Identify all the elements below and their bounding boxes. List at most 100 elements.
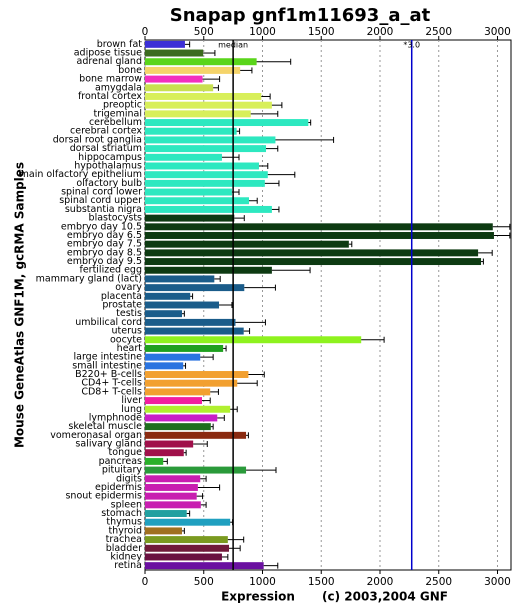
category-label: vomeronasal organ: [50, 430, 142, 441]
category-label: adrenal gland: [77, 56, 142, 67]
bar: [145, 405, 231, 413]
category-label: skeletal muscle: [68, 421, 142, 432]
bar: [145, 544, 230, 552]
bar: [145, 483, 198, 491]
bar: [145, 336, 362, 344]
bar: [145, 536, 228, 544]
category-label: CD8+ T-cells: [81, 386, 142, 397]
category-label: substantia nigra: [65, 204, 142, 215]
category-label: hippocampus: [78, 152, 142, 163]
category-label: oocyte: [110, 334, 142, 345]
bar: [145, 423, 211, 431]
category-label: dorsal striatum: [70, 143, 142, 154]
category-label: ovary: [115, 282, 142, 293]
bar: [145, 58, 257, 66]
category-label: lung: [121, 404, 142, 415]
bar: [145, 258, 482, 266]
bar: [145, 205, 272, 213]
category-label: snout epidermis: [65, 491, 142, 502]
bar: [145, 310, 183, 318]
x-tick-label-top: 1000: [249, 26, 276, 38]
category-label: digits: [116, 473, 142, 484]
category-label: fertilized egg: [79, 265, 142, 276]
category-label: embryo day 9.5: [67, 256, 142, 267]
x-tick-label: 2000: [367, 576, 394, 588]
x-tick-label-top: 3000: [484, 26, 511, 38]
bar: [145, 223, 493, 231]
category-label: spinal cord upper: [59, 195, 142, 206]
category-label: cerebral cortex: [70, 126, 142, 137]
category-label: bone marrow: [79, 74, 142, 85]
bar: [145, 49, 204, 57]
category-label: preoptic: [103, 100, 142, 111]
bar: [145, 179, 265, 187]
bar: [145, 136, 276, 144]
category-label: hypothalamus: [74, 160, 142, 171]
x-tick-label-top: 2500: [425, 26, 452, 38]
category-label: testis: [116, 308, 142, 319]
bar: [145, 457, 164, 465]
category-label: kidney: [110, 551, 142, 562]
category-label: spinal cord lower: [61, 187, 142, 198]
bar: [145, 371, 249, 378]
chart-title: Snapap gnf1m11693_a_at: [170, 5, 431, 26]
category-label: frontal cortex: [78, 91, 142, 102]
bar: [145, 232, 494, 239]
bar: [145, 110, 251, 118]
bar: [145, 475, 201, 483]
category-label: thyroid: [108, 525, 142, 536]
category-label: embryo day 10.5: [61, 221, 142, 232]
copyright: (c) 2003,2004 GNF: [322, 590, 448, 604]
bar: [145, 197, 249, 205]
category-label: salivary gland: [75, 439, 142, 450]
bar: [145, 292, 191, 300]
x-tick-label-top: 1500: [308, 26, 335, 38]
category-label: embryo day 8.5: [67, 247, 142, 258]
category-label: prostate: [102, 300, 142, 311]
x-tick-label: 1000: [249, 576, 276, 588]
x-tick-label-top: 500: [194, 26, 214, 38]
bar: [145, 240, 349, 248]
category-label: pancreas: [99, 456, 142, 467]
category-label: tongue: [109, 447, 143, 458]
bar: [145, 327, 244, 335]
x-tick-label: 500: [194, 576, 214, 588]
x-tick-label: 3000: [484, 576, 511, 588]
category-label: adipose tissue: [74, 48, 142, 59]
category-label: umbilical cord: [75, 317, 142, 328]
bar: [145, 75, 203, 83]
category-label: B220+ B-cells: [75, 369, 142, 380]
category-label: epidermis: [95, 482, 142, 493]
category-label: lymphnode: [89, 412, 142, 423]
bar: [145, 66, 241, 74]
bar: [145, 388, 211, 396]
bar: [145, 318, 236, 326]
bar: [145, 301, 220, 309]
bar: [145, 101, 272, 109]
category-label: blastocysts: [89, 213, 142, 224]
reference-label: median: [218, 41, 248, 50]
bar: [145, 40, 185, 48]
category-label: spleen: [111, 499, 142, 510]
category-label: heart: [117, 343, 143, 354]
category-label: uterus: [112, 326, 143, 337]
bar: [145, 284, 245, 292]
bar: [145, 379, 238, 387]
category-label: large intestine: [73, 352, 142, 363]
category-label: olfactory bulb: [76, 178, 142, 189]
category-label: amygdala: [95, 82, 142, 93]
category-label: placenta: [101, 291, 142, 302]
category-label: liver: [121, 395, 142, 406]
bar: [145, 93, 262, 100]
category-label: brown fat: [97, 39, 143, 50]
category-label: small intestine: [72, 360, 142, 371]
bar: [145, 275, 215, 283]
category-label: trachea: [106, 534, 142, 545]
bar: [145, 440, 194, 448]
bar: [145, 249, 479, 257]
category-label: thymus: [106, 517, 142, 528]
bar: [145, 562, 264, 570]
bar: [145, 353, 201, 361]
bar: [145, 414, 218, 422]
bar: [145, 466, 247, 474]
